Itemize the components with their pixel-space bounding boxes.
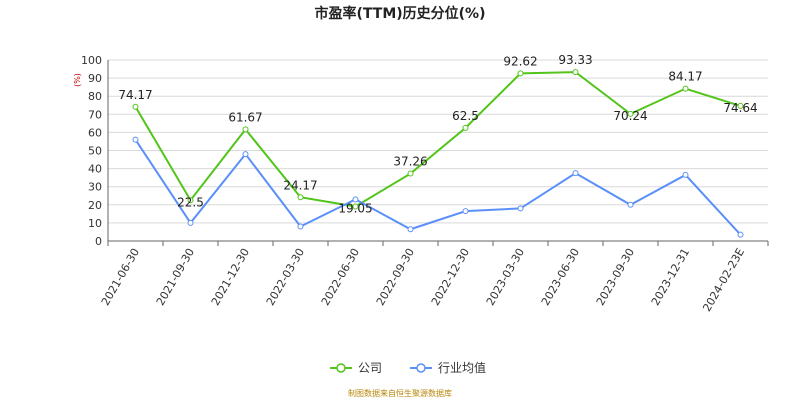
data-label: 22.5 — [177, 195, 204, 209]
data-point — [517, 70, 524, 77]
data-label: 70.24 — [613, 109, 647, 123]
x-tick-label: 2021-12-30 — [209, 246, 252, 308]
axes: 0 10 20 30 40 50 60 70 80 90 100 2021-06-30 2021-09-… — [81, 54, 769, 314]
data-point — [737, 102, 744, 109]
data-label: 19.05 — [338, 202, 372, 216]
legend-label: 行业均值 — [438, 360, 486, 375]
data-point — [407, 170, 414, 177]
data-point — [352, 203, 359, 210]
x-tick-label: 2021-06-30 — [99, 246, 142, 308]
data-point — [297, 223, 304, 230]
y-tick-label: 0 — [95, 235, 102, 248]
y-tick-label: 20 — [88, 199, 102, 212]
legend-item[interactable]: 行业均值 — [410, 360, 486, 375]
x-tick-label: 2022-03-30 — [264, 246, 307, 308]
data-label: 24.17 — [283, 178, 317, 192]
y-tick-label: 50 — [88, 145, 102, 158]
y-tick-label: 30 — [88, 181, 102, 194]
data-point — [462, 208, 469, 215]
data-point — [682, 171, 689, 178]
data-point — [572, 69, 579, 76]
x-tick-label: 2024-02-23E — [700, 246, 747, 314]
data-label: 74.17 — [118, 88, 152, 102]
series — [132, 69, 744, 238]
legend-marker — [336, 363, 346, 373]
data-point — [297, 194, 304, 201]
legend[interactable]: 公司 行业均值 — [330, 360, 486, 375]
data-point — [462, 124, 469, 131]
x-tick-label: 2021-09-30 — [154, 246, 197, 308]
x-tick-label: 2023-09-30 — [594, 246, 637, 308]
data-label: 84.17 — [668, 70, 702, 84]
x-tick-label: 2023-12-31 — [649, 246, 692, 308]
y-tick-label: 100 — [81, 54, 102, 67]
data-point — [517, 205, 524, 212]
data-point — [242, 126, 249, 133]
data-point — [682, 85, 689, 92]
data-point — [242, 151, 249, 158]
data-point — [572, 170, 579, 177]
data-label: 61.67 — [228, 110, 262, 124]
data-point — [407, 226, 414, 233]
chart-title: 市盈率(TTM)历史分位(%) — [315, 5, 486, 22]
x-tick-label: 2022-09-30 — [374, 246, 417, 308]
data-label: 93.33 — [558, 53, 592, 67]
x-tick-label: 2023-03-30 — [484, 246, 527, 308]
legend-marker — [416, 363, 426, 373]
data-point — [627, 110, 634, 117]
y-tick-label: 90 — [88, 72, 102, 85]
data-point — [187, 197, 194, 204]
x-tick-label: 2022-12-30 — [429, 246, 472, 308]
data-point — [132, 103, 139, 110]
data-point — [737, 231, 744, 238]
y-tick-label: 80 — [88, 90, 102, 103]
data-label: 37.26 — [393, 155, 427, 169]
data-labels: 74.17 22.5 61.67 24.17 19.05 37.26 62.5 92.62 93… — [118, 53, 757, 215]
y-tick-label: 40 — [88, 163, 102, 176]
source-note: 制图数据来自恒生聚源数据库 — [348, 388, 452, 398]
series-line — [134, 71, 741, 208]
y-axis-unit: (%) — [73, 73, 82, 87]
data-label: 62.5 — [452, 109, 479, 123]
y-tick-label: 60 — [88, 126, 102, 139]
data-label: 74.64 — [723, 101, 757, 115]
y-tick-label: 10 — [88, 217, 102, 230]
data-point — [132, 136, 139, 143]
legend-item[interactable]: 公司 — [330, 361, 382, 375]
legend-label: 公司 — [358, 361, 382, 375]
x-tick-label: 2022-06-30 — [319, 246, 362, 308]
data-point — [352, 196, 359, 203]
data-point — [627, 201, 634, 208]
series-line — [134, 139, 742, 236]
data-point — [187, 219, 194, 226]
data-label: 92.62 — [503, 54, 537, 68]
y-tick-label: 70 — [88, 108, 102, 121]
x-tick-label: 2023-06-30 — [539, 246, 582, 308]
